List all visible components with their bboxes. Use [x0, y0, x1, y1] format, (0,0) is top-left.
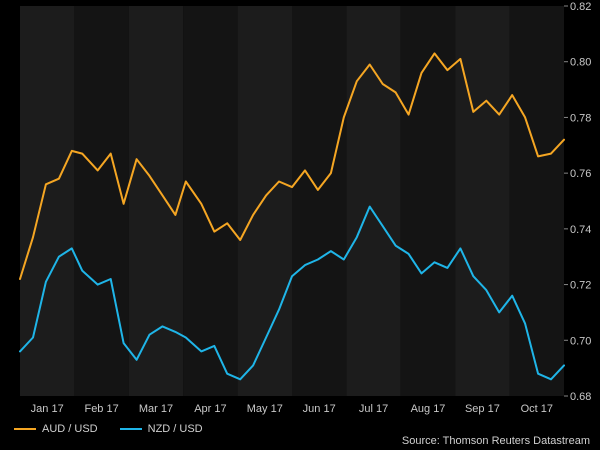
month-band: [183, 6, 238, 396]
month-band: [74, 6, 129, 396]
x-tick-label: Jun 17: [303, 403, 336, 415]
month-band: [237, 6, 292, 396]
y-tick-label: 0.70: [570, 335, 591, 347]
month-band: [400, 6, 456, 396]
y-tick-label: 0.74: [570, 224, 591, 236]
y-tick-label: 0.76: [570, 168, 591, 180]
y-tick-label: 0.82: [570, 1, 591, 13]
y-tick-label: 0.80: [570, 57, 591, 69]
x-tick-label: Apr 17: [194, 403, 226, 415]
legend-item-nzd: NZD / USD: [119, 423, 203, 435]
series-layer: [19, 52, 565, 381]
x-axis: Jan 17 Feb 17 Mar 17 Apr 17 May 17 Jun 17 Jul …: [31, 403, 553, 415]
x-tick-label: Feb 17: [84, 403, 118, 415]
nzd-swatch: [119, 428, 142, 430]
month-band: [20, 6, 75, 396]
x-tick-label: Jan 17: [31, 403, 64, 415]
month-bands: [20, 6, 564, 396]
x-tick-label: Sep 17: [465, 403, 500, 415]
x-tick-label: Oct 17: [521, 403, 553, 415]
aud-legend-label: AUD / USD: [42, 423, 98, 435]
aud-usd-line: [19, 52, 565, 280]
month-band: [455, 6, 510, 396]
x-tick-label: Jul 17: [359, 403, 388, 415]
month-band: [346, 6, 401, 396]
y-axis: 0.68 0.70 0.72 0.74 0.76 0.78 0.80 0.82: [564, 1, 591, 403]
aud-swatch: [14, 428, 36, 430]
month-band: [128, 6, 184, 396]
x-tick-label: Mar 17: [139, 403, 173, 415]
month-band: [509, 6, 564, 396]
nzd-usd-line: [19, 205, 565, 381]
nzd-legend-label: NZD / USD: [147, 423, 203, 435]
chart: 0.68 0.70 0.72 0.74 0.76 0.78 0.80 0.82 Jan 17 F…: [19, 1, 591, 415]
legend-item-aud: AUD / USD: [14, 423, 98, 435]
legend: AUD / USD NZD / USD: [14, 420, 203, 438]
month-band: [292, 6, 347, 396]
y-tick-label: 0.68: [570, 391, 591, 403]
source-note: Source: Thomson Reuters Datastream: [401, 435, 590, 447]
x-tick-label: May 17: [247, 403, 283, 415]
y-tick-label: 0.78: [570, 112, 591, 124]
x-tick-label: Aug 17: [411, 403, 446, 415]
y-tick-label: 0.72: [570, 280, 591, 292]
